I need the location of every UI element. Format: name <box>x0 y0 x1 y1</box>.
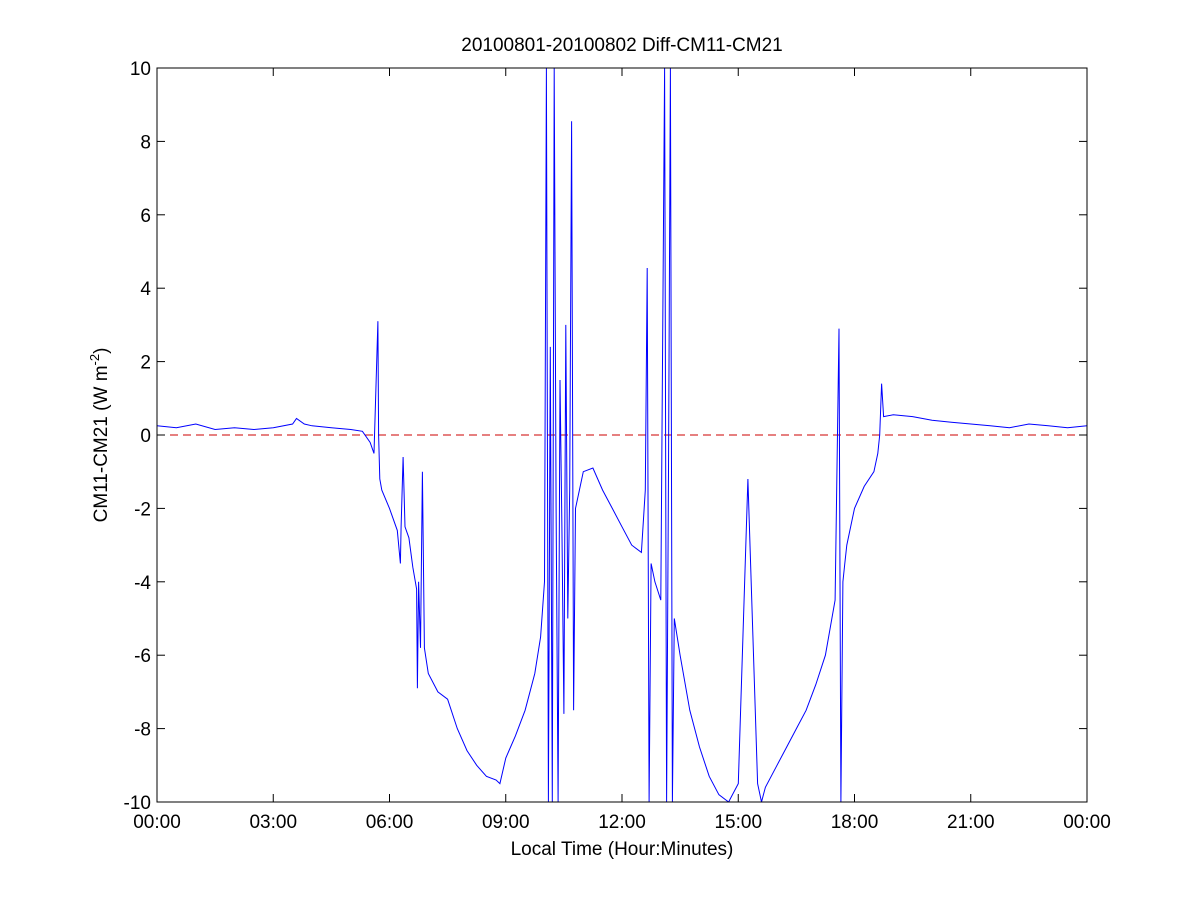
y-axis-title: CM11-CM21 (W m-2) <box>87 348 112 523</box>
y-tick-label: -4 <box>134 573 151 594</box>
y-tick-label: -8 <box>134 720 151 741</box>
x-tick-label: 09:00 <box>482 812 530 833</box>
y-tick-label: 4 <box>140 279 151 300</box>
y-tick-label: -6 <box>134 646 151 667</box>
y-axis-title-base: CM11-CM21 (W m <box>91 365 112 522</box>
y-axis-title-suffix: ) <box>91 348 112 354</box>
y-tick-label: 10 <box>130 59 151 80</box>
y-tick-label: 2 <box>140 353 151 374</box>
y-tick-label: 0 <box>140 426 151 447</box>
x-tick-label: 00:00 <box>1063 812 1111 833</box>
chart-title: 20100801-20100802 Diff-CM11-CM21 <box>461 35 782 56</box>
y-axis: -10 -8 -6 -4 -2 0 2 4 6 8 10 <box>124 59 1087 814</box>
x-tick-label: 00:00 <box>133 812 181 833</box>
x-tick-label: 06:00 <box>366 812 414 833</box>
x-tick-label: 03:00 <box>249 812 297 833</box>
series-line-0 <box>157 68 1087 802</box>
x-tick-label: 12:00 <box>598 812 646 833</box>
x-tick-label: 18:00 <box>831 812 879 833</box>
plot-area <box>157 68 1087 802</box>
y-tick-label: -10 <box>124 793 151 814</box>
y-tick-label: -2 <box>134 499 151 520</box>
x-axis: 00:00 03:00 06:00 09:00 12:00 15:00 18:00 21:00… <box>133 68 1111 833</box>
x-axis-title: Local Time (Hour:Minutes) <box>511 839 734 860</box>
x-tick-label: 21:00 <box>947 812 995 833</box>
series-layer <box>157 68 1087 802</box>
y-tick-label: 6 <box>140 206 151 227</box>
y-axis-title-superscript: -2 <box>87 354 102 366</box>
y-tick-label: 8 <box>140 132 151 153</box>
x-tick-label: 15:00 <box>714 812 762 833</box>
